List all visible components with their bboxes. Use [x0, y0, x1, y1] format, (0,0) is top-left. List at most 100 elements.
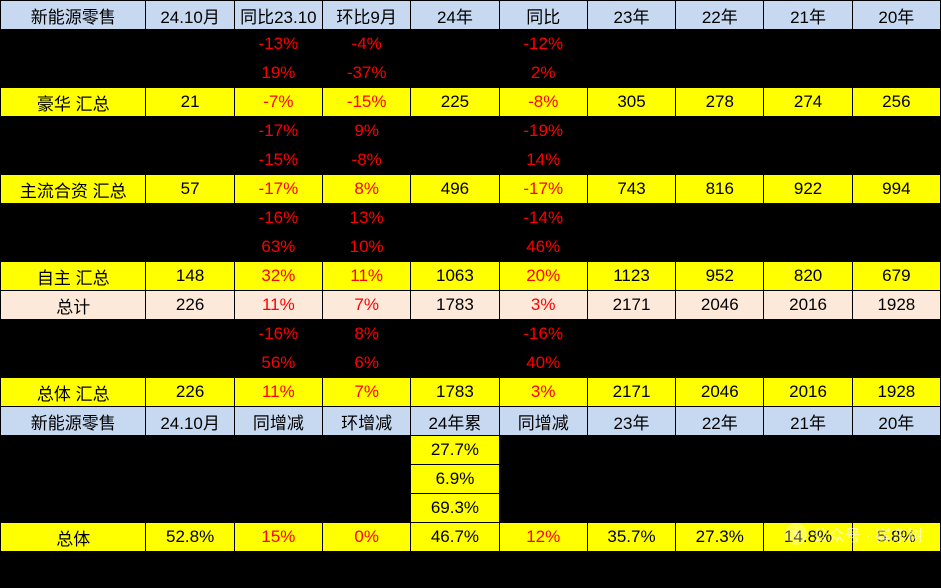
table-cell: [852, 349, 940, 378]
table-cell: [587, 436, 675, 465]
table-cell: 23年: [587, 407, 675, 436]
table-cell: [411, 30, 499, 59]
table-row: 56%6%40%: [1, 349, 941, 378]
table-cell: 9%: [323, 117, 411, 146]
table-cell: [852, 30, 940, 59]
table-cell: 1928: [852, 291, 940, 320]
table-cell: [1, 436, 146, 465]
table-cell: 148: [146, 262, 234, 291]
table-cell: [676, 349, 764, 378]
table-cell: -16%: [234, 320, 322, 349]
table-cell: 3%: [499, 291, 587, 320]
table-cell: [499, 465, 587, 494]
table-cell: 922: [764, 175, 852, 204]
table-cell: 52.8%: [146, 523, 234, 552]
table-cell: [323, 465, 411, 494]
table-row: 自主 汇总14832%11%106320%1123952820679: [1, 262, 941, 291]
table-cell: [1, 349, 146, 378]
table-cell: 2046: [676, 378, 764, 407]
table-cell: 6.9%: [411, 465, 499, 494]
table-cell: 21年: [764, 1, 852, 30]
table-cell: 226: [146, 378, 234, 407]
table-cell: [587, 233, 675, 262]
table-row: 69.3%: [1, 494, 941, 523]
table-cell: [146, 233, 234, 262]
table-row: -16%13%-14%: [1, 204, 941, 233]
table-cell: 40%: [499, 349, 587, 378]
table-cell: [587, 204, 675, 233]
table-cell: 46%: [499, 233, 587, 262]
table-cell: 24年: [411, 1, 499, 30]
table-cell: [852, 494, 940, 523]
table-row: 新能源零售24.10月同增减环增减24年累同增减23年22年21年20年: [1, 407, 941, 436]
table-cell: 环增减: [323, 407, 411, 436]
table-cell: [146, 349, 234, 378]
table-row: 27.7%: [1, 436, 941, 465]
table-cell: 14%: [499, 146, 587, 175]
table-cell: 226: [146, 291, 234, 320]
table-cell: [411, 146, 499, 175]
table-cell: 2%: [499, 59, 587, 88]
table-row: 总计22611%7%17833%2171204620161928: [1, 291, 941, 320]
table-cell: -17%: [234, 175, 322, 204]
table-cell: [764, 494, 852, 523]
table-cell: 24年累: [411, 407, 499, 436]
table-cell: -7%: [234, 88, 322, 117]
table-cell: 2016: [764, 291, 852, 320]
table-cell: [1, 465, 146, 494]
table-cell: 35.7%: [587, 523, 675, 552]
table-cell: [676, 465, 764, 494]
table-cell: [764, 204, 852, 233]
table-cell: 1123: [587, 262, 675, 291]
table-cell: 2171: [587, 291, 675, 320]
table-cell: [764, 30, 852, 59]
table-row: -17%9%-19%: [1, 117, 941, 146]
table-cell: [676, 59, 764, 88]
table-cell: [146, 494, 234, 523]
table-cell: [323, 494, 411, 523]
table-cell: [676, 320, 764, 349]
table-cell: [676, 146, 764, 175]
table-row: -13%-4%-12%: [1, 30, 941, 59]
table-cell: [764, 233, 852, 262]
table-cell: 1783: [411, 291, 499, 320]
table-cell: [499, 436, 587, 465]
table-cell: 自主 汇总: [1, 262, 146, 291]
table-cell: 816: [676, 175, 764, 204]
table-cell: 13%: [323, 204, 411, 233]
table-cell: -15%: [323, 88, 411, 117]
table-cell: [146, 30, 234, 59]
table-cell: 同增减: [499, 407, 587, 436]
table-cell: [587, 59, 675, 88]
table-cell: [764, 320, 852, 349]
table-row: 19%-37%2%: [1, 59, 941, 88]
table-cell: 278: [676, 88, 764, 117]
table-cell: [1, 494, 146, 523]
table-cell: [1, 146, 146, 175]
table-cell: 12%: [499, 523, 587, 552]
table-cell: 21: [146, 88, 234, 117]
table-row: 主流合资 汇总57-17%8%496-17%743816922994: [1, 175, 941, 204]
table-cell: [676, 117, 764, 146]
table-cell: 2171: [587, 378, 675, 407]
table-cell: -17%: [499, 175, 587, 204]
table-cell: [587, 30, 675, 59]
table-cell: [234, 436, 322, 465]
table-cell: 63%: [234, 233, 322, 262]
table-cell: [499, 494, 587, 523]
table-cell: 0%: [323, 523, 411, 552]
table-cell: 19%: [234, 59, 322, 88]
table-cell: [1, 320, 146, 349]
table-cell: [764, 349, 852, 378]
table-cell: -16%: [499, 320, 587, 349]
table-cell: [411, 117, 499, 146]
table-cell: [1, 30, 146, 59]
table-cell: -15%: [234, 146, 322, 175]
table-cell: [234, 465, 322, 494]
table-cell: -16%: [234, 204, 322, 233]
table-cell: 1783: [411, 378, 499, 407]
table-cell: 32%: [234, 262, 322, 291]
table-cell: 305: [587, 88, 675, 117]
table-cell: [411, 59, 499, 88]
wechat-icon: ✳: [785, 523, 807, 545]
